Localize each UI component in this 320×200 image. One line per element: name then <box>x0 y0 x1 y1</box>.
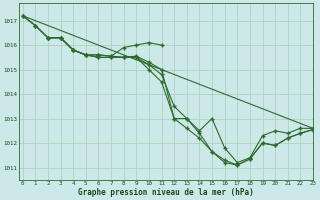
X-axis label: Graphe pression niveau de la mer (hPa): Graphe pression niveau de la mer (hPa) <box>78 188 254 197</box>
